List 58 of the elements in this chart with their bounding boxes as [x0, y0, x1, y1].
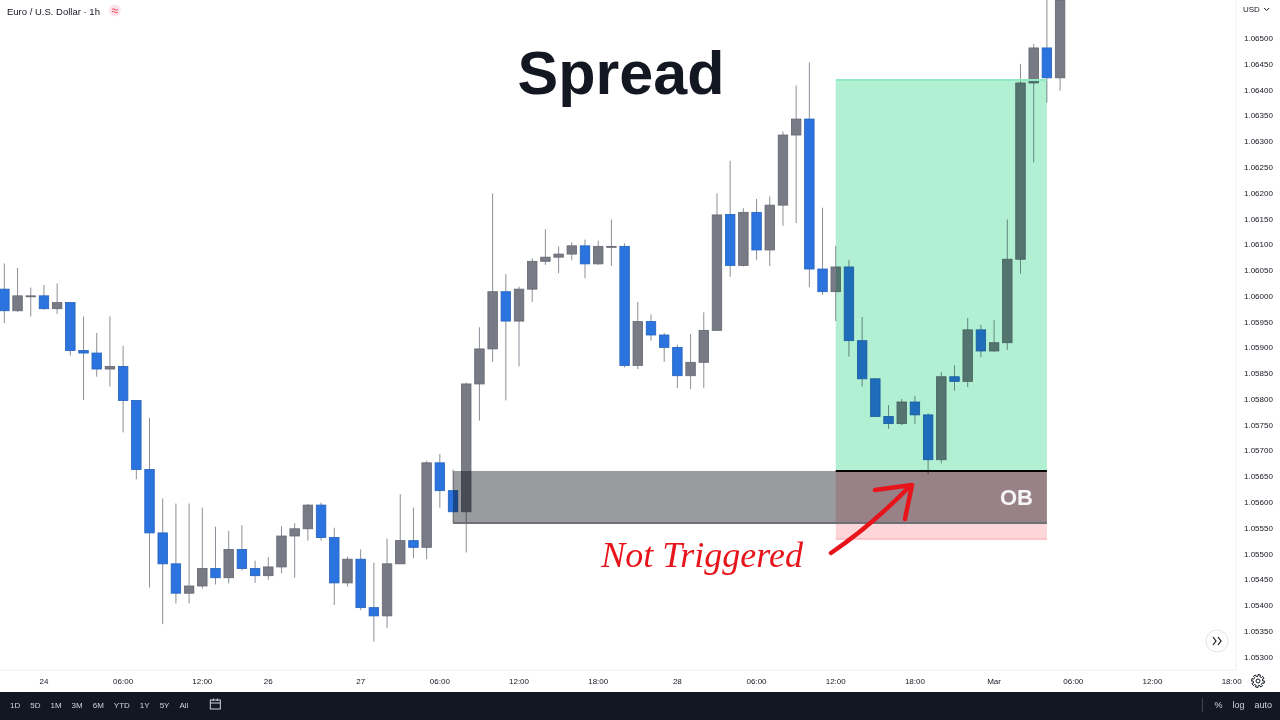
text: All [179, 700, 189, 710]
y-tick-label: 1.05300 [1244, 652, 1274, 662]
x-tick-label: Mar [987, 676, 1002, 686]
text: 5Y [159, 700, 171, 710]
text: Euro / U.S. Dollar · 1h [7, 5, 100, 17]
text: % [1214, 700, 1223, 710]
y-tick-label: 1.05650 [1244, 472, 1274, 482]
y-tick-label: 1.05950 [1244, 317, 1274, 327]
y-tick-label: 1.05550 [1244, 523, 1274, 533]
series-label: OB [999, 484, 1033, 510]
text: log [1232, 700, 1245, 710]
y-tick-label: 1.05400 [1244, 601, 1274, 611]
y-tick-label: 1.06050 [1244, 266, 1274, 276]
text: 1M [50, 700, 62, 710]
annotation: Not Triggered [600, 535, 804, 575]
y-tick-label: 1.05800 [1244, 394, 1274, 404]
x-tick-label: 12:00 [825, 676, 847, 686]
y-tick-label: 1.05500 [1244, 549, 1274, 559]
text: Spread [517, 39, 725, 107]
x-tick-label: 27 [356, 676, 366, 686]
y-tick-label: 1.06400 [1244, 85, 1274, 95]
x-tick-label: 18:00 [1221, 676, 1243, 686]
y-tick-label: 1.06300 [1244, 137, 1274, 147]
y-tick-label: 1.05600 [1244, 498, 1274, 507]
x-tick-label: 18:00 [904, 676, 926, 686]
y-tick-label: 1.06350 [1244, 111, 1274, 121]
text: 1Y [139, 700, 151, 710]
x-tick-label: 06:00 [746, 676, 768, 686]
x-tick-label: 06:00 [429, 676, 451, 686]
text: YTD [113, 700, 131, 710]
x-tick-label: 06:00 [113, 676, 134, 686]
y-tick-label: 1.06500 [1244, 34, 1274, 44]
y-tick-label: 1.06100 [1244, 240, 1274, 250]
x-tick-label: 26 [263, 676, 274, 686]
text: 1D [10, 700, 21, 710]
x-tick-label: 28 [672, 676, 683, 686]
text: auto [1254, 700, 1272, 710]
y-tick-label: 1.05900 [1244, 343, 1274, 353]
y-axis-title: USD [1243, 4, 1261, 14]
y-tick-label: 1.05750 [1244, 420, 1274, 430]
x-tick-label: 06:00 [1063, 676, 1084, 686]
y-tick-label: 1.05350 [1244, 626, 1274, 636]
y-tick-label: 1.06150 [1244, 214, 1274, 224]
x-tick-label: 24 [39, 676, 49, 686]
text: 3M [71, 700, 84, 710]
x-tick-label: 12:00 [1142, 676, 1164, 686]
y-tick-label: 1.06250 [1244, 163, 1274, 172]
text: 6M [92, 700, 105, 710]
text: 5D [30, 700, 41, 710]
y-tick-label: 1.05700 [1244, 446, 1274, 456]
y-tick-label: 1.05450 [1244, 575, 1274, 585]
x-tick-label: 12:00 [509, 676, 530, 686]
y-tick-label: 1.06450 [1244, 59, 1274, 69]
x-tick-label: 18:00 [588, 676, 609, 686]
x-tick-label: 12:00 [192, 676, 213, 686]
y-tick-label: 1.06200 [1244, 188, 1274, 198]
y-tick-label: 1.06000 [1244, 291, 1274, 301]
y-tick-label: 1.05850 [1244, 369, 1274, 379]
